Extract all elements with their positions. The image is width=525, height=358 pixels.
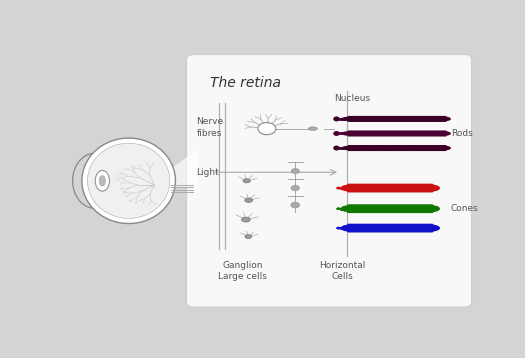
Text: Cones: Cones xyxy=(451,204,479,213)
Circle shape xyxy=(345,186,351,190)
Ellipse shape xyxy=(391,146,404,150)
Ellipse shape xyxy=(424,225,440,232)
Ellipse shape xyxy=(291,202,300,208)
Ellipse shape xyxy=(333,146,340,150)
Ellipse shape xyxy=(440,146,451,150)
Circle shape xyxy=(258,122,276,135)
Circle shape xyxy=(345,226,351,230)
Ellipse shape xyxy=(341,225,357,232)
FancyBboxPatch shape xyxy=(347,184,434,193)
Ellipse shape xyxy=(382,225,398,232)
Ellipse shape xyxy=(424,117,435,121)
FancyBboxPatch shape xyxy=(347,204,434,213)
Ellipse shape xyxy=(424,131,435,136)
Ellipse shape xyxy=(391,117,404,121)
Ellipse shape xyxy=(361,225,377,232)
Ellipse shape xyxy=(341,185,357,192)
Ellipse shape xyxy=(361,185,377,192)
Ellipse shape xyxy=(242,217,250,222)
Ellipse shape xyxy=(391,131,404,136)
FancyBboxPatch shape xyxy=(348,145,447,151)
Ellipse shape xyxy=(95,170,109,191)
FancyBboxPatch shape xyxy=(348,130,447,136)
Ellipse shape xyxy=(403,205,419,212)
Ellipse shape xyxy=(291,185,299,191)
Ellipse shape xyxy=(291,169,299,174)
Text: Horizontal
Cells: Horizontal Cells xyxy=(319,261,366,281)
Ellipse shape xyxy=(308,127,317,130)
Ellipse shape xyxy=(374,117,388,121)
Ellipse shape xyxy=(341,146,356,150)
Ellipse shape xyxy=(407,146,419,150)
Ellipse shape xyxy=(243,179,250,183)
Ellipse shape xyxy=(99,175,106,186)
Ellipse shape xyxy=(336,207,341,210)
Ellipse shape xyxy=(88,143,170,218)
Ellipse shape xyxy=(374,146,388,150)
Ellipse shape xyxy=(382,185,398,192)
Ellipse shape xyxy=(407,117,419,121)
Ellipse shape xyxy=(424,185,440,192)
FancyBboxPatch shape xyxy=(348,116,447,122)
Ellipse shape xyxy=(341,131,356,136)
Ellipse shape xyxy=(245,198,253,202)
Ellipse shape xyxy=(336,187,341,189)
Ellipse shape xyxy=(424,146,435,150)
Ellipse shape xyxy=(382,205,398,212)
Ellipse shape xyxy=(407,131,419,136)
Ellipse shape xyxy=(361,205,377,212)
Ellipse shape xyxy=(440,131,451,136)
Ellipse shape xyxy=(333,131,340,136)
Ellipse shape xyxy=(403,225,419,232)
FancyBboxPatch shape xyxy=(347,224,434,232)
Ellipse shape xyxy=(358,131,372,136)
Ellipse shape xyxy=(358,146,372,150)
FancyBboxPatch shape xyxy=(186,54,471,307)
Ellipse shape xyxy=(358,117,372,121)
Circle shape xyxy=(345,207,351,211)
Text: Rods: Rods xyxy=(451,129,472,138)
Ellipse shape xyxy=(336,227,341,229)
Text: Ganglion
Large cells: Ganglion Large cells xyxy=(218,261,267,281)
Ellipse shape xyxy=(333,116,340,121)
Ellipse shape xyxy=(245,234,251,238)
Polygon shape xyxy=(164,149,198,188)
Text: Nucleus: Nucleus xyxy=(334,94,371,103)
Ellipse shape xyxy=(424,205,440,212)
Ellipse shape xyxy=(341,117,356,121)
Ellipse shape xyxy=(403,185,419,192)
Text: Nerve
fibres: Nerve fibres xyxy=(196,117,224,138)
Ellipse shape xyxy=(440,117,451,121)
Text: The retina: The retina xyxy=(210,77,281,91)
Ellipse shape xyxy=(374,131,388,136)
Ellipse shape xyxy=(341,205,357,212)
Ellipse shape xyxy=(82,138,175,223)
Text: Light: Light xyxy=(196,168,219,177)
